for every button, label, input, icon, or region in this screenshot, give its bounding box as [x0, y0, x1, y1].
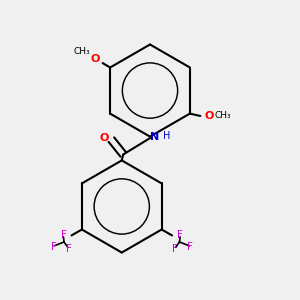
Text: O: O — [205, 111, 214, 121]
Text: O: O — [99, 133, 109, 143]
Text: F: F — [172, 244, 178, 254]
Text: CH₃: CH₃ — [214, 112, 231, 121]
Text: F: F — [66, 244, 71, 254]
Text: F: F — [187, 242, 193, 252]
Text: O: O — [91, 54, 100, 64]
Text: H: H — [163, 131, 170, 141]
Text: N: N — [150, 132, 159, 142]
Text: F: F — [177, 230, 182, 241]
Text: F: F — [61, 230, 67, 241]
Text: CH₃: CH₃ — [74, 47, 90, 56]
Text: F: F — [51, 242, 57, 252]
